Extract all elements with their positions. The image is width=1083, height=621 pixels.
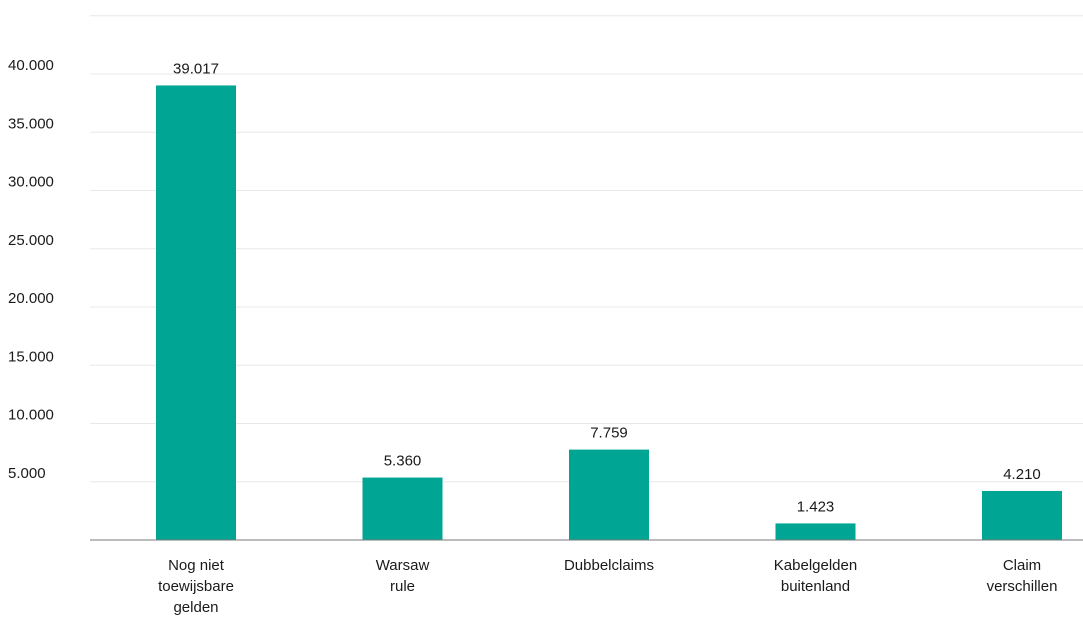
y-axis-tick-labels: 5.000 10.000 15.000 20.000 25.000 30.000 35.00… — [8, 57, 54, 482]
gridlines — [90, 15, 1083, 483]
y-tick-label: 10.000 — [8, 407, 54, 424]
bar — [156, 85, 236, 540]
y-tick-label: 30.000 — [8, 174, 54, 191]
bar — [569, 449, 649, 540]
category-label: Kabelgelden buitenland — [774, 557, 857, 595]
category-label: Dubbelclaims — [564, 557, 654, 574]
category-label: Nog niet toewijsbare gelden — [158, 557, 234, 616]
y-tick-label: 40.000 — [8, 57, 54, 74]
y-tick-label: 25.000 — [8, 232, 54, 249]
data-label: 4.210 — [1003, 466, 1041, 483]
bars — [156, 85, 1062, 540]
y-tick-label: 5.000 — [8, 465, 46, 482]
bar — [362, 477, 443, 540]
category-label: Claim verschillen — [987, 557, 1058, 595]
category-label: Warsaw rule — [376, 557, 430, 595]
y-tick-label: 15.000 — [8, 348, 54, 365]
data-label: 5.360 — [384, 453, 422, 470]
data-label: 1.423 — [797, 498, 835, 515]
data-label: 7.759 — [590, 425, 628, 442]
bar — [775, 523, 856, 540]
bar — [982, 490, 1062, 540]
y-tick-label: 20.000 — [8, 290, 54, 307]
category-labels: Nog niet toewijsbare gelden Warsaw rule Dubbe… — [158, 557, 1057, 616]
data-label: 39.017 — [173, 60, 219, 77]
y-tick-label: 35.000 — [8, 115, 54, 132]
data-labels: 39.017 5.360 7.759 1.423 4.210 — [173, 60, 1041, 515]
